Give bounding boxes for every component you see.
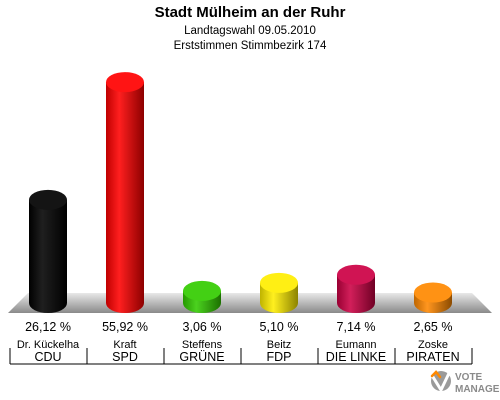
party-label: FDP xyxy=(267,350,292,364)
bar-fdp xyxy=(260,272,298,313)
bar-body xyxy=(106,82,144,313)
vote-manager-logo: VOTE MANAGER xyxy=(430,367,500,395)
bar-top xyxy=(29,189,67,210)
bar-top xyxy=(183,280,221,301)
bar-piraten xyxy=(414,282,452,313)
bar-grüne xyxy=(183,280,221,313)
bar-body xyxy=(337,274,375,313)
logo-text-vote: VOTE xyxy=(455,372,483,383)
bar-top xyxy=(106,72,144,93)
candidate-label: Kraft xyxy=(113,339,136,351)
bars-layer xyxy=(29,72,452,313)
party-label: DIE LINKE xyxy=(326,350,386,364)
candidate-label: Zoske xyxy=(418,339,448,351)
candidate-label: Steffens xyxy=(182,339,223,351)
bar-top xyxy=(260,272,298,293)
chart-subtitle-district: Erststimmen Stimmbezirk 174 xyxy=(174,40,327,52)
bar-cdu xyxy=(29,189,67,313)
candidate-label: Eumann xyxy=(336,339,377,351)
value-label: 55,92 % xyxy=(102,320,148,334)
value-label: 7,14 % xyxy=(337,320,376,334)
party-label: SPD xyxy=(112,350,138,364)
chart-subtitle-date: Landtagswahl 09.05.2010 xyxy=(184,25,316,37)
party-label: GRÜNE xyxy=(179,350,224,364)
bar-spd xyxy=(106,72,144,313)
logo-mark-icon xyxy=(430,367,453,392)
bar-body xyxy=(29,199,67,313)
logo-text-manager: MANAGER xyxy=(455,384,500,395)
candidate-label: Beitz xyxy=(267,339,291,351)
value-label: 3,06 % xyxy=(183,320,222,334)
bar-top xyxy=(337,264,375,285)
party-label: PIRATEN xyxy=(406,350,459,364)
bar-top xyxy=(414,282,452,303)
party-label: CDU xyxy=(34,350,61,364)
value-label: 5,10 % xyxy=(260,320,299,334)
chart-title: Stadt Mülheim an der Ruhr xyxy=(155,4,346,21)
candidate-label: Dr. Kückelha xyxy=(17,339,80,351)
bar-die-linke xyxy=(337,264,375,313)
value-label: 2,65 % xyxy=(414,320,453,334)
value-label: 26,12 % xyxy=(25,320,71,334)
